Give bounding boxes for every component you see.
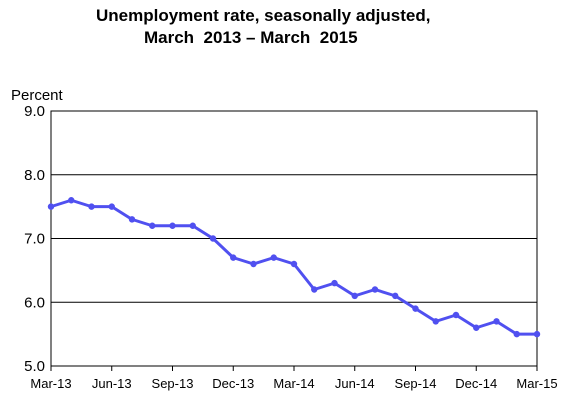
data-point	[250, 260, 257, 268]
x-axis-ticks: Mar-13 Jun-13 Sep-13 Dec-13 Mar-14 Jun-14 Sep-…	[30, 366, 558, 391]
data-point	[230, 254, 237, 261]
data-point	[452, 311, 460, 319]
data-point	[412, 305, 419, 312]
data-point	[68, 197, 75, 204]
x-tick-label: Dec-14	[455, 376, 497, 391]
data-point	[432, 318, 439, 325]
x-tick-label: Mar-13	[30, 376, 71, 391]
y-tick-label: 5.0	[24, 358, 45, 375]
data-point	[493, 318, 500, 325]
data-point	[473, 324, 480, 331]
data-point	[169, 222, 176, 229]
data-point	[533, 330, 541, 338]
data-point	[311, 286, 318, 293]
y-tick-label: 6.0	[24, 294, 45, 311]
data-point	[351, 292, 358, 300]
data-point	[149, 222, 156, 229]
x-tick-label: Jun-14	[335, 376, 375, 391]
x-tick-label: Sep-13	[152, 376, 194, 391]
gridlines	[51, 110, 537, 367]
data-point	[392, 292, 399, 300]
data-point	[270, 254, 277, 261]
x-tick-label: Jun-13	[92, 376, 132, 391]
data-point	[371, 286, 379, 293]
data-points	[47, 197, 541, 338]
chart-title-line-2: March 2013 – March 2015	[144, 28, 358, 47]
x-tick-label: Sep-14	[395, 376, 437, 391]
data-point	[88, 203, 95, 210]
y-axis-ticks: 9.0 8.0 7.0 6.0 5.0	[24, 103, 45, 375]
data-point	[331, 279, 338, 287]
data-point	[47, 203, 55, 210]
x-tick-label: Dec-13	[212, 376, 254, 391]
y-tick-label: 9.0	[24, 103, 45, 120]
data-point	[128, 216, 136, 223]
data-point	[513, 330, 520, 338]
y-axis-label: Percent	[11, 87, 63, 104]
data-point	[290, 260, 298, 268]
data-point	[108, 203, 115, 210]
data-point	[189, 222, 196, 229]
y-tick-label: 8.0	[24, 167, 45, 184]
data-point	[209, 235, 217, 242]
x-tick-label: Mar-15	[516, 376, 557, 391]
chart-title-line-1: Unemployment rate, seasonally adjusted,	[96, 6, 431, 25]
y-tick-label: 7.0	[24, 231, 45, 248]
x-tick-label: Mar-14	[273, 376, 314, 391]
